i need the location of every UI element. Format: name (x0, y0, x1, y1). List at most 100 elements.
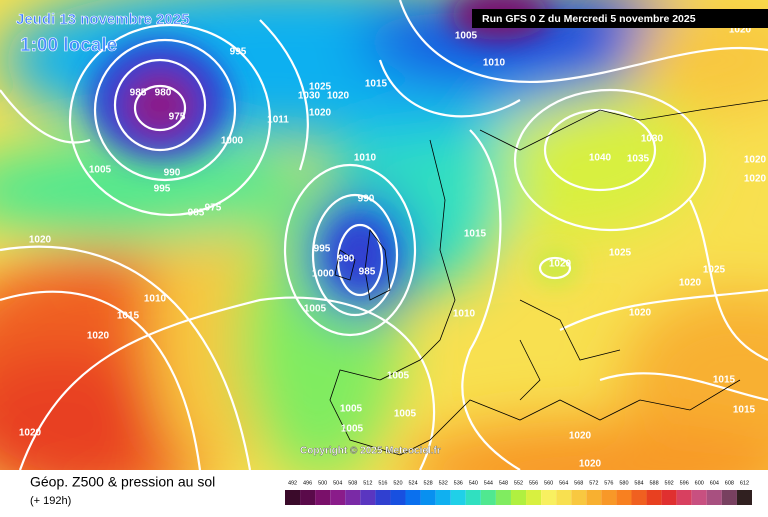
scale-swatch (676, 490, 692, 505)
scale-swatch (571, 490, 587, 505)
isobar-label: 1020 (309, 108, 332, 119)
isobar-label: 1011 (267, 115, 289, 126)
isobar-label: 1010 (144, 294, 167, 305)
scale-swatch (375, 490, 391, 505)
scale-label: 516 (378, 480, 387, 486)
isobar-label: 985 (359, 267, 376, 278)
scale-swatch (736, 490, 752, 505)
isobar-label: 1020 (327, 91, 350, 102)
scale-swatch (345, 490, 361, 505)
scale-label: 604 (710, 480, 719, 486)
scale-label: 548 (499, 480, 508, 486)
scale-swatch (480, 490, 496, 505)
scale-swatch (330, 490, 346, 505)
scale-label: 520 (393, 480, 402, 486)
footer-title: Géop. Z500 & pression au sol (30, 474, 215, 490)
scale-swatch (646, 490, 662, 505)
scale-swatch (465, 490, 481, 505)
scale-label: 492 (288, 480, 297, 486)
scale-swatch (495, 490, 511, 505)
scale-label: 540 (469, 480, 478, 486)
scale-label: 528 (424, 480, 433, 486)
local-time: 1:00 locale (20, 35, 117, 56)
isobar-label: 1015 (117, 311, 140, 322)
isobar-label: 1020 (729, 25, 752, 36)
scale-swatch (586, 490, 602, 505)
isobar-lines (0, 0, 768, 470)
scale-label: 584 (634, 480, 643, 486)
scale-label: 572 (589, 480, 598, 486)
run-banner (472, 9, 768, 28)
isobar-label: 990 (164, 168, 181, 179)
scale-label: 556 (529, 480, 538, 486)
scale-swatch (390, 490, 406, 505)
isobar-label: 1005 (394, 409, 417, 420)
scale-swatch (435, 490, 451, 505)
isobar-label: 1035 (627, 154, 650, 165)
scale-swatch (285, 490, 301, 505)
isobar-label: 1010 (483, 58, 506, 69)
isobar-label: 1000 (312, 269, 335, 280)
scale-swatch (360, 490, 376, 505)
isobar-label: 1020 (19, 428, 42, 439)
isobar-label: 1020 (29, 235, 52, 246)
scale-label: 536 (454, 480, 463, 486)
isobar-label: 1000 (221, 136, 244, 147)
isobar-label: 1030 (298, 91, 321, 102)
scale-label: 524 (408, 480, 417, 486)
isobar-label: 1010 (354, 153, 377, 164)
scale-swatch (541, 490, 557, 505)
isobar-label: 995 (314, 244, 331, 255)
copyright: Copyright © 2025 Meteociel.fr (300, 446, 441, 457)
scale-label: 496 (303, 480, 312, 486)
isobar-label: 1020 (579, 459, 602, 470)
scale-label: 600 (695, 480, 704, 486)
scale-label: 588 (649, 480, 658, 486)
isobar-label: 990 (338, 254, 355, 265)
isobar-label: 995 (230, 47, 247, 58)
run-info: Run GFS 0 Z du Mercredi 5 novembre 2025 (482, 13, 696, 25)
isobar-label: 1005 (89, 165, 112, 176)
scale-swatch (300, 490, 316, 505)
isobar-label: 1010 (453, 309, 476, 320)
scale-swatch (661, 490, 677, 505)
isobar-label: 1020 (679, 278, 702, 289)
scale-label: 560 (544, 480, 553, 486)
isobar-label: 1005 (304, 304, 327, 315)
isobar-label: 1015 (733, 405, 756, 416)
scale-label: 580 (619, 480, 628, 486)
isobar-label: 1015 (713, 375, 736, 386)
scale-label: 504 (333, 480, 342, 486)
scale-swatch (420, 490, 436, 505)
forecast-lead: (+ 192h) (30, 495, 71, 507)
isobar-label: 1015 (464, 229, 487, 240)
isobar-label: 1020 (744, 155, 767, 166)
isobar-label: 1020 (629, 308, 652, 319)
scale-label: 596 (680, 480, 689, 486)
scale-swatch (315, 490, 331, 505)
scale-swatch (526, 490, 542, 505)
scale-label: 576 (604, 480, 613, 486)
forecast-date: Jeudi 13 novembre 2025 (16, 11, 189, 28)
scale-swatch (556, 490, 572, 505)
scale-swatch (405, 490, 421, 505)
scale-label: 608 (725, 480, 734, 486)
color-scale: 492 496 500 504 508 512 516 520 524 528 532 536 540 5… (285, 480, 752, 505)
isobar-label: 1005 (340, 404, 363, 415)
scale-label: 564 (559, 480, 568, 486)
scale-swatch (450, 490, 466, 505)
scale-label: 552 (514, 480, 523, 486)
isobar-label: 1030 (641, 134, 664, 145)
coastlines (329, 99, 768, 456)
isobar-label: 1020 (744, 174, 767, 185)
isobar-label: 1025 (609, 248, 632, 259)
scale-label: 612 (740, 480, 749, 486)
isobar-label: 995 (154, 184, 171, 195)
isobar-label: 1005 (455, 31, 478, 42)
scale-swatch (616, 490, 632, 505)
isobar-label: 985 (130, 88, 147, 99)
scale-swatch (721, 490, 737, 505)
isobar-label: 1025 (703, 265, 726, 276)
